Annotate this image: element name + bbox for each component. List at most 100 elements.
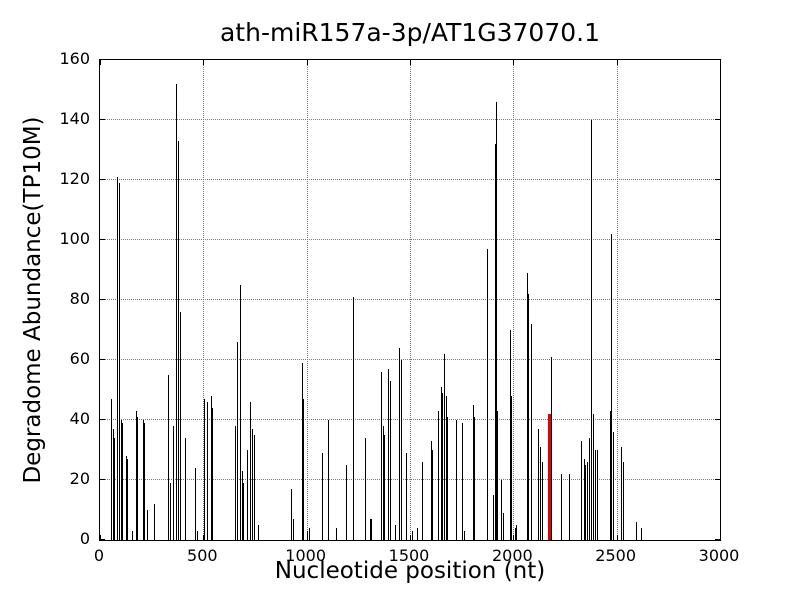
data-bar: [242, 471, 243, 540]
data-bar: [237, 342, 238, 540]
tick-mark-left: [100, 359, 105, 360]
data-bar: [180, 312, 181, 540]
data-bar: [591, 120, 592, 540]
gridline-vertical: [513, 60, 515, 540]
data-bar: [610, 411, 611, 540]
data-bar: [371, 519, 372, 540]
tick-mark-bottom: [617, 535, 618, 540]
data-bar: [587, 462, 588, 540]
data-bar: [641, 528, 642, 540]
data-bar: [291, 489, 292, 540]
y-tick-label: 40: [69, 409, 90, 428]
data-bar: [154, 504, 155, 540]
y-tick-label: 20: [69, 469, 90, 488]
tick-mark-bottom: [203, 535, 204, 540]
tick-mark-left: [100, 59, 105, 60]
data-bar: [462, 423, 463, 540]
data-bar: [258, 525, 259, 540]
data-bar: [132, 531, 133, 540]
data-bar: [137, 417, 138, 540]
data-bar: [390, 381, 391, 540]
gridline-vertical: [410, 60, 411, 540]
x-tick-label: 2500: [595, 546, 637, 565]
data-bar: [593, 414, 594, 540]
data-bar: [431, 441, 432, 540]
y-tick-label: 140: [59, 109, 90, 128]
data-bar: [114, 438, 115, 540]
data-bar: [111, 399, 112, 540]
tick-mark-top: [203, 60, 204, 65]
gridline-vertical: [616, 60, 618, 540]
data-bar: [240, 285, 241, 540]
data-bar: [531, 324, 532, 540]
data-bar: [173, 426, 174, 540]
highlight-bar: [548, 414, 551, 540]
data-bar: [503, 513, 504, 540]
data-bar: [540, 447, 541, 540]
data-bar: [136, 411, 137, 540]
x-tick-label: 2000: [491, 546, 533, 565]
data-bar: [581, 441, 582, 540]
data-bar: [395, 525, 396, 540]
data-bar: [178, 141, 179, 540]
data-bar: [446, 396, 447, 540]
data-bar: [176, 84, 177, 540]
data-bar: [511, 396, 512, 540]
data-bar: [252, 429, 253, 540]
data-bar: [487, 249, 488, 540]
data-bar: [551, 357, 552, 540]
chart-title: ath-miR157a-3p/AT1G37070.1: [219, 18, 600, 47]
data-bar: [473, 405, 474, 540]
data-bar: [211, 396, 212, 540]
data-bar: [561, 474, 562, 540]
data-bar: [456, 420, 457, 540]
data-bar: [170, 483, 171, 540]
y-tick-label: 0: [79, 529, 90, 548]
x-tick-label: 1000: [285, 546, 327, 565]
data-bar: [438, 411, 439, 540]
data-bar: [442, 393, 443, 540]
data-bar: [143, 420, 144, 540]
tick-mark-bottom: [720, 535, 721, 540]
x-tick-label: 0: [93, 546, 105, 565]
data-bar: [309, 528, 310, 540]
data-bar: [388, 369, 389, 540]
data-bar: [207, 402, 208, 540]
data-bar: [346, 465, 347, 540]
gridline-vertical: [306, 60, 308, 540]
x-tick-label: 1500: [388, 546, 430, 565]
data-bar: [336, 528, 337, 540]
data-bar: [117, 177, 118, 540]
data-bar: [444, 354, 445, 540]
data-bar: [464, 531, 465, 540]
data-bar: [328, 420, 329, 540]
data-bar: [235, 426, 236, 540]
plot-area: [99, 59, 721, 541]
data-bar: [126, 456, 127, 540]
data-bar: [447, 417, 448, 540]
tick-mark-top: [720, 60, 721, 65]
data-bar: [383, 426, 384, 540]
data-bar: [185, 438, 186, 540]
data-bar: [121, 420, 122, 540]
data-bar: [384, 435, 385, 540]
data-bar: [144, 423, 145, 540]
tick-mark-left: [100, 239, 105, 240]
data-bar: [589, 438, 590, 540]
tick-mark-left: [100, 539, 105, 540]
data-bar: [406, 453, 407, 540]
tick-mark-right: [715, 299, 720, 300]
tick-mark-left: [100, 179, 105, 180]
tick-mark-top: [513, 60, 514, 65]
tick-mark-right: [715, 359, 720, 360]
data-bar: [432, 450, 433, 540]
data-bar: [302, 363, 303, 540]
data-bar: [501, 480, 502, 540]
data-bar: [212, 408, 213, 540]
tick-mark-right: [715, 119, 720, 120]
tick-mark-left: [100, 299, 105, 300]
tick-mark-top: [410, 60, 411, 65]
data-bar: [353, 297, 354, 540]
data-bar: [122, 423, 123, 540]
tick-mark-left: [100, 419, 105, 420]
